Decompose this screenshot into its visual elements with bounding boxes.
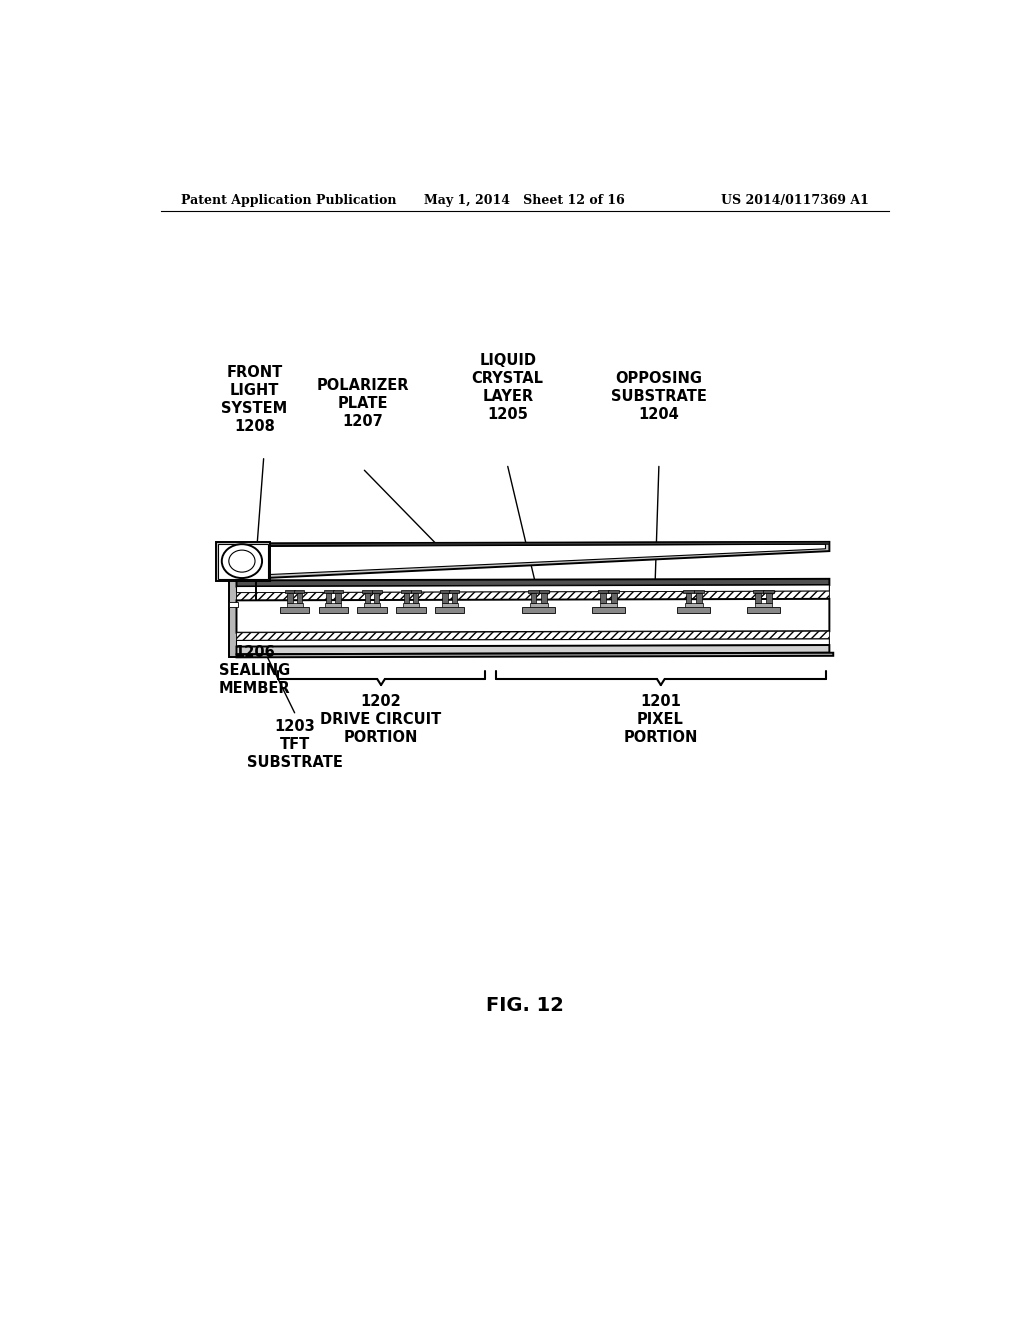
Polygon shape <box>336 594 341 603</box>
Polygon shape <box>237 631 829 640</box>
Polygon shape <box>218 544 267 579</box>
Text: 1201
PIXEL
PORTION: 1201 PIXEL PORTION <box>624 694 697 746</box>
Polygon shape <box>683 590 693 594</box>
Text: LIQUID
CRYSTAL
LAYER
1205: LIQUID CRYSTAL LAYER 1205 <box>472 352 544 422</box>
Polygon shape <box>696 594 701 603</box>
Polygon shape <box>364 603 380 607</box>
Polygon shape <box>755 603 772 607</box>
Polygon shape <box>237 579 829 586</box>
Polygon shape <box>693 590 705 594</box>
Polygon shape <box>260 544 825 576</box>
Polygon shape <box>237 591 829 601</box>
Polygon shape <box>333 590 343 594</box>
Text: FIG. 12: FIG. 12 <box>485 995 564 1015</box>
Text: 1203
TFT
SUBSTRATE: 1203 TFT SUBSTRATE <box>247 719 343 770</box>
Polygon shape <box>598 590 608 594</box>
Polygon shape <box>686 594 691 603</box>
Polygon shape <box>237 653 834 657</box>
Text: 1206
SEALING
MEMBER: 1206 SEALING MEMBER <box>218 645 290 696</box>
Polygon shape <box>528 590 539 594</box>
Polygon shape <box>287 603 303 607</box>
Polygon shape <box>592 607 625 612</box>
Polygon shape <box>411 590 421 594</box>
Polygon shape <box>530 594 537 603</box>
Polygon shape <box>529 603 548 607</box>
Polygon shape <box>435 607 464 612</box>
Polygon shape <box>678 607 710 612</box>
Polygon shape <box>403 594 409 603</box>
Polygon shape <box>237 599 829 632</box>
Polygon shape <box>280 607 309 612</box>
Polygon shape <box>248 543 829 545</box>
Polygon shape <box>756 594 761 603</box>
Text: OPPOSING
SUBSTRATE
1204: OPPOSING SUBSTRATE 1204 <box>611 371 707 422</box>
Polygon shape <box>326 603 341 607</box>
Polygon shape <box>599 603 617 607</box>
Ellipse shape <box>222 544 262 578</box>
Polygon shape <box>413 594 418 603</box>
Text: FRONT
LIGHT
SYSTEM
1208: FRONT LIGHT SYSTEM 1208 <box>221 366 288 434</box>
Polygon shape <box>608 590 618 594</box>
Polygon shape <box>450 590 460 594</box>
Polygon shape <box>365 594 370 603</box>
Polygon shape <box>237 645 829 655</box>
Text: Patent Application Publication: Patent Application Publication <box>180 194 396 207</box>
Polygon shape <box>326 594 332 603</box>
Polygon shape <box>600 594 606 603</box>
Polygon shape <box>402 603 419 607</box>
Polygon shape <box>753 590 764 594</box>
Polygon shape <box>685 603 702 607</box>
Polygon shape <box>764 590 774 594</box>
Polygon shape <box>441 603 458 607</box>
Polygon shape <box>748 607 779 612</box>
Polygon shape <box>374 594 380 603</box>
Polygon shape <box>362 590 373 594</box>
Polygon shape <box>396 607 426 612</box>
Polygon shape <box>285 590 295 594</box>
Polygon shape <box>401 590 412 594</box>
Polygon shape <box>539 590 549 594</box>
Polygon shape <box>228 581 275 657</box>
Polygon shape <box>216 543 270 581</box>
Polygon shape <box>452 594 457 603</box>
Polygon shape <box>318 607 348 612</box>
Polygon shape <box>442 594 447 603</box>
Polygon shape <box>294 590 304 594</box>
Polygon shape <box>248 543 829 579</box>
Polygon shape <box>237 639 829 647</box>
Polygon shape <box>288 594 293 603</box>
Text: 1202
DRIVE CIRCUIT
PORTION: 1202 DRIVE CIRCUIT PORTION <box>321 694 441 746</box>
Polygon shape <box>228 602 238 607</box>
Polygon shape <box>522 607 555 612</box>
Polygon shape <box>766 594 772 603</box>
Polygon shape <box>324 590 334 594</box>
Polygon shape <box>611 594 616 603</box>
Polygon shape <box>237 585 829 593</box>
Polygon shape <box>440 590 450 594</box>
Polygon shape <box>541 594 547 603</box>
Polygon shape <box>372 590 382 594</box>
Polygon shape <box>297 594 302 603</box>
Text: US 2014/0117369 A1: US 2014/0117369 A1 <box>721 194 869 207</box>
Text: POLARIZER
PLATE
1207: POLARIZER PLATE 1207 <box>316 379 409 429</box>
Polygon shape <box>357 607 387 612</box>
Text: May 1, 2014   Sheet 12 of 16: May 1, 2014 Sheet 12 of 16 <box>424 194 626 207</box>
